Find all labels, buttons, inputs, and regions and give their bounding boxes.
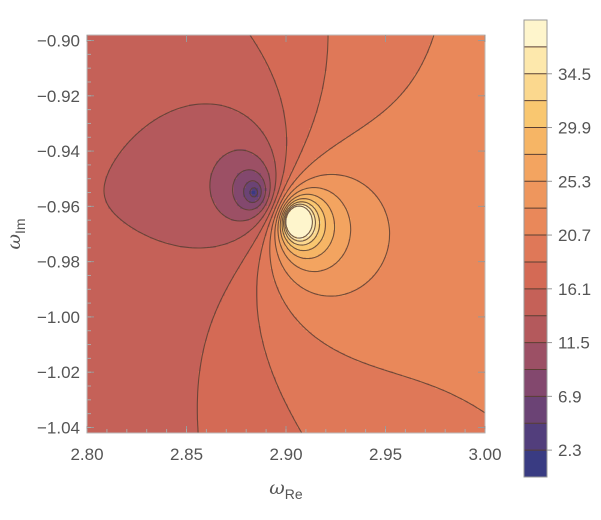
x-axis-label: ωRe xyxy=(269,477,303,502)
y-tick-label-0: −0.90 xyxy=(37,32,80,51)
contour-line-2 xyxy=(249,187,259,198)
colorbar-band-15 xyxy=(524,46,547,74)
contour-line-6 xyxy=(103,103,277,249)
contour-line-8 xyxy=(256,35,329,433)
y-tick-label-4: −0.98 xyxy=(37,253,80,272)
contour-line-10 xyxy=(274,173,391,297)
x-tick-label-0: 2.80 xyxy=(70,445,103,464)
y-tick-label-5: −1.00 xyxy=(37,308,80,327)
contour-line-13 xyxy=(281,198,327,252)
colorbar-band-1 xyxy=(524,423,547,451)
x-axis-label-main: ω xyxy=(269,477,285,499)
y-tick-label-3: −0.96 xyxy=(37,197,80,216)
colorbar-band-11 xyxy=(524,154,547,182)
contour-lines xyxy=(103,35,485,433)
colorbar-band-12 xyxy=(524,127,547,155)
contour-line-16 xyxy=(285,205,313,239)
x-tick-label-2: 2.90 xyxy=(269,445,302,464)
y-axis-label-main: ω xyxy=(3,234,25,250)
x-tick-label-3: 2.95 xyxy=(369,445,402,464)
contour-line-7 xyxy=(196,35,288,433)
colorbar-band-9 xyxy=(524,208,547,236)
colorbar-frame xyxy=(523,19,548,478)
colorbar-band-13 xyxy=(524,100,547,128)
contour-line-5 xyxy=(209,149,271,222)
y-tick-label-7: −1.04 xyxy=(37,418,80,437)
colorbar-band-5 xyxy=(524,315,547,343)
colorbar-tick-label-5: 25.3 xyxy=(558,172,591,191)
y-tick-label-2: −0.94 xyxy=(37,142,80,161)
contour-line-14 xyxy=(282,201,321,246)
x-tick-label-1: 2.85 xyxy=(170,445,203,464)
colorbar-tick-label-4: 20.7 xyxy=(558,226,591,245)
contour-line-9 xyxy=(269,35,485,414)
colorbar-band-14 xyxy=(524,73,547,101)
colorbar-tick-label-0: 2.3 xyxy=(558,441,582,460)
colorbar-legend: 2.3 6.9 11.5 16.1 20.7 25.3 29.9 34.5 xyxy=(523,19,591,478)
colorbar-band-16 xyxy=(524,20,547,47)
x-axis-label-sub: Re xyxy=(285,486,303,502)
colorbar-band-4 xyxy=(524,342,547,370)
colorbar-band-2 xyxy=(524,396,547,424)
plot-area xyxy=(86,34,486,434)
y-axis-label-sub: Im xyxy=(12,218,28,234)
contour-line-4 xyxy=(231,169,267,211)
colorbar-tick-label-6: 29.9 xyxy=(558,119,591,138)
colorbar-band-10 xyxy=(524,181,547,209)
contour-fill xyxy=(87,35,485,433)
colorbar-tick-label-7: 34.5 xyxy=(558,65,591,84)
colorbar-tick-label-3: 16.1 xyxy=(558,280,591,299)
y-axis: −0.90 −0.92 −0.94 −0.96 −0.98 −1.00 −1.02 −1.04 xyxy=(37,32,485,437)
contour-line-12 xyxy=(279,193,336,260)
colorbar-band-0 xyxy=(524,450,547,477)
colorbar-tick-label-2: 11.5 xyxy=(558,334,590,353)
y-axis-label: ωIm xyxy=(3,218,28,249)
colorbar-band-7 xyxy=(524,261,547,289)
y-tick-label-6: −1.02 xyxy=(37,363,80,382)
colorbar-tick-label-1: 6.9 xyxy=(558,387,582,406)
x-axis: 2.80 2.85 2.90 2.95 3.00 xyxy=(70,35,502,464)
contour-line-11 xyxy=(277,186,352,273)
colorbar-band-3 xyxy=(524,369,547,397)
colorbar-band-8 xyxy=(524,235,547,262)
contour-line-3 xyxy=(243,180,262,204)
y-tick-label-1: −0.92 xyxy=(37,87,80,106)
x-tick-label-4: 3.00 xyxy=(468,445,501,464)
contour-line-15 xyxy=(284,203,316,242)
colorbar-band-6 xyxy=(524,288,547,316)
